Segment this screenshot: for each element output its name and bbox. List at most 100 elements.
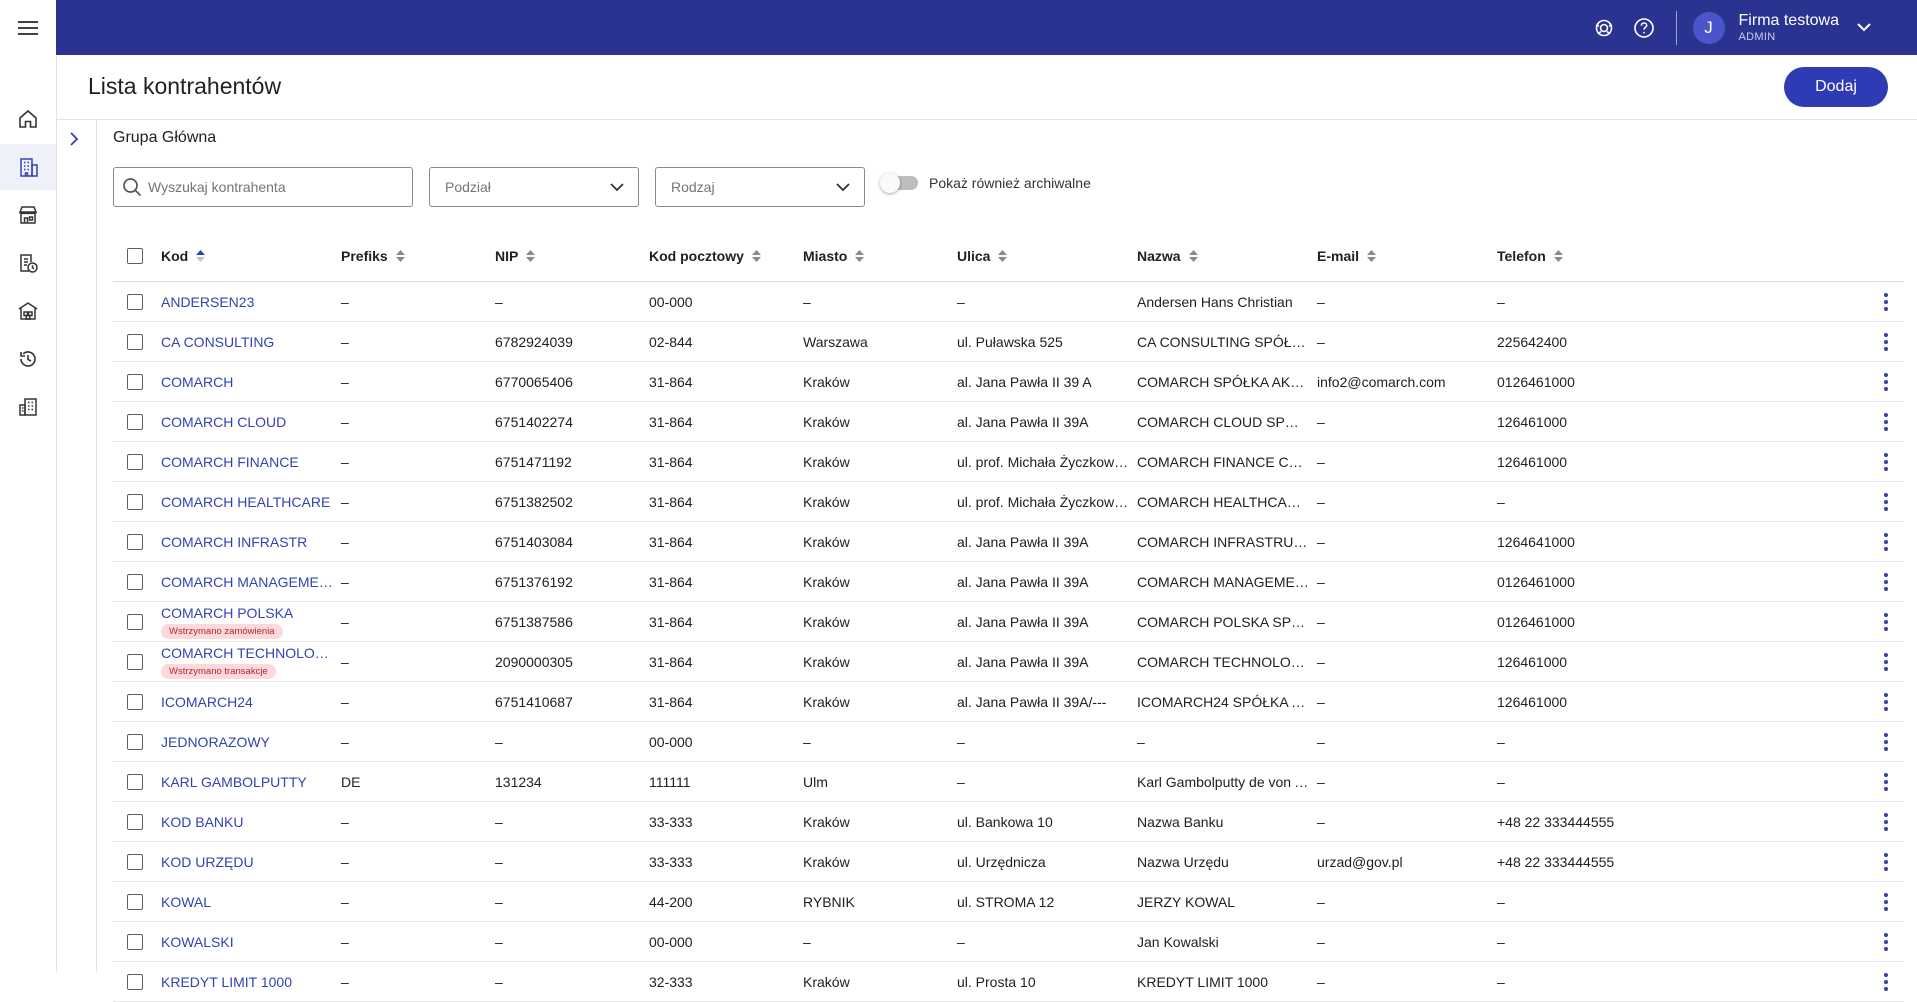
table-row[interactable]: KOD URZĘDU – – 33-333 Kraków ul. Urzędnicza Na… (113, 842, 1904, 882)
sidebar-item-home[interactable] (0, 96, 56, 142)
sort-icon[interactable] (526, 249, 536, 262)
row-checkbox[interactable] (127, 733, 143, 750)
sort-icon[interactable] (1188, 249, 1198, 262)
table-row[interactable]: KOD BANKU – – 33-333 Kraków ul. Bankowa 10 Naz… (113, 802, 1904, 842)
row-checkbox[interactable] (127, 773, 143, 790)
sidebar-item-warehouse[interactable] (0, 288, 56, 334)
sidebar-item-companies[interactable] (0, 384, 56, 430)
row-checkbox[interactable] (127, 293, 143, 310)
contractor-code-link[interactable]: KOD BANKU (161, 813, 244, 830)
row-actions-button[interactable] (1884, 642, 1888, 681)
rodzaj-select[interactable]: Rodzaj (655, 167, 865, 207)
table-row[interactable]: COMARCH MANAGEMENT –6751376192 31-864 Krakó… (113, 562, 1904, 602)
sidebar-item-history[interactable] (0, 336, 56, 382)
row-actions-button[interactable] (1884, 842, 1888, 881)
table-row[interactable]: COMARCH POLSKA Wstrzymano zamówienia – 6751… (113, 602, 1904, 642)
contractor-code-link[interactable]: COMARCH MANAGEMENT (161, 573, 333, 590)
row-checkbox[interactable] (127, 853, 143, 870)
contractor-code-link[interactable]: KREDYT LIMIT 1000 (161, 973, 292, 990)
row-actions-button[interactable] (1884, 402, 1888, 441)
contractor-code-link[interactable]: COMARCH CLOUD (161, 413, 287, 430)
column-header-kod[interactable]: Kod (161, 230, 206, 281)
menu-button[interactable] (0, 0, 56, 55)
row-checkbox[interactable] (127, 613, 143, 630)
sort-icon[interactable] (855, 249, 865, 262)
table-row[interactable]: KOWAL – – 44-200 RYBNIK ul. STROMA 12 JERZY KO… (113, 882, 1904, 922)
row-actions-button[interactable] (1884, 362, 1888, 401)
contractor-code-link[interactable]: CA CONSULTING (161, 333, 275, 350)
company-dropdown-button[interactable] (1857, 23, 1871, 32)
company-switcher[interactable]: Firma testowa ADMIN (1739, 11, 1839, 45)
sidebar-item-contractors[interactable] (0, 144, 56, 190)
select-all-checkbox[interactable] (127, 247, 143, 264)
row-actions-button[interactable] (1884, 442, 1888, 481)
row-checkbox[interactable] (127, 893, 143, 910)
row-actions-button[interactable] (1884, 602, 1888, 641)
table-row[interactable]: ICOMARCH24 – 6751410687 31-864 Kraków al. Jan… (113, 682, 1904, 722)
row-checkbox[interactable] (127, 333, 143, 350)
row-actions-button[interactable] (1884, 562, 1888, 601)
row-checkbox[interactable] (127, 413, 143, 430)
archive-toggle-switch[interactable] (880, 173, 918, 193)
search-field[interactable] (113, 167, 413, 207)
expand-panel-button[interactable] (69, 132, 79, 151)
row-checkbox[interactable] (127, 573, 143, 590)
sidebar-item-documents[interactable] (0, 240, 56, 286)
sort-icon[interactable] (395, 249, 405, 262)
contractor-code-link[interactable]: COMARCH POLSKA (161, 604, 294, 621)
sort-icon[interactable] (751, 249, 761, 262)
table-row[interactable]: COMARCH HEALTHCARE –6751382502 31-864 Krakó… (113, 482, 1904, 522)
row-actions-button[interactable] (1884, 322, 1888, 361)
column-header-kod-pocztowy[interactable]: Kod pocztowy (649, 230, 761, 281)
contractor-code-link[interactable]: ANDERSEN23 (161, 293, 255, 310)
help-button[interactable] (1632, 16, 1656, 40)
row-checkbox[interactable] (127, 693, 143, 710)
row-checkbox[interactable] (127, 453, 143, 470)
podzial-select[interactable]: Podział (429, 167, 639, 207)
table-row[interactable]: COMARCH TECHNOLOGIES Wstrzymano transakcj… (113, 642, 1904, 682)
row-actions-button[interactable] (1884, 282, 1888, 321)
sort-icon[interactable] (1553, 249, 1563, 262)
column-header-miasto[interactable]: Miasto (803, 230, 865, 281)
contractor-code-link[interactable]: KOWALSKI (161, 933, 234, 950)
contractor-code-link[interactable]: KOD URZĘDU (161, 853, 254, 870)
contractor-code-link[interactable]: ICOMARCH24 (161, 693, 253, 710)
contractor-code-link[interactable]: COMARCH (161, 373, 234, 390)
row-actions-button[interactable] (1884, 762, 1888, 801)
row-actions-button[interactable] (1884, 882, 1888, 921)
contractor-code-link[interactable]: COMARCH INFRASTR (161, 533, 308, 550)
row-actions-button[interactable] (1884, 482, 1888, 521)
column-header-nip[interactable]: NIP (495, 230, 536, 281)
row-checkbox[interactable] (127, 493, 143, 510)
column-header-nazwa[interactable]: Nazwa (1137, 230, 1198, 281)
sort-icon[interactable] (1367, 249, 1377, 262)
table-row[interactable]: KOWALSKI – – 00-000 – – Jan Kowalski – – (113, 922, 1904, 962)
row-actions-button[interactable] (1884, 522, 1888, 561)
contractor-code-link[interactable]: JEDNORAZOWY (161, 733, 270, 750)
table-row[interactable]: KREDYT LIMIT 1000 – – 32-333 Kraków ul. Prost… (113, 962, 1904, 1002)
contractor-code-link[interactable]: COMARCH HEALTHCARE (161, 493, 331, 510)
table-row[interactable]: KARL GAMBOLPUTTY DE 131234 111111 Ulm – Karl G… (113, 762, 1904, 802)
table-row[interactable]: COMARCH FINANCE – 6751471192 31-864 Kraków ul… (113, 442, 1904, 482)
table-row[interactable]: COMARCH CLOUD – 6751402274 31-864 Kraków al. … (113, 402, 1904, 442)
row-checkbox[interactable] (127, 973, 143, 990)
avatar[interactable]: J (1692, 11, 1725, 44)
row-actions-button[interactable] (1884, 802, 1888, 841)
sort-icon[interactable] (998, 249, 1008, 262)
contractor-code-link[interactable]: KOWAL (161, 893, 212, 910)
table-row[interactable]: JEDNORAZOWY – – 00-000 – – – – – (113, 722, 1904, 762)
table-row[interactable]: ANDERSEN23 – – 00-000 – – Andersen Hans Christ… (113, 282, 1904, 322)
search-input[interactable] (148, 179, 398, 195)
column-header-email[interactable]: E-mail (1317, 230, 1377, 281)
add-button[interactable]: Dodaj (1784, 67, 1888, 107)
row-actions-button[interactable] (1884, 722, 1888, 761)
contractor-code-link[interactable]: COMARCH FINANCE (161, 453, 299, 470)
table-row[interactable]: COMARCH INFRASTR – 6751403084 31-864 Kraków a… (113, 522, 1904, 562)
row-checkbox[interactable] (127, 373, 143, 390)
row-checkbox[interactable] (127, 653, 143, 670)
table-row[interactable]: COMARCH – 6770065406 31-864 Kraków al. Jana P… (113, 362, 1904, 402)
row-checkbox[interactable] (127, 533, 143, 550)
sort-ascending-icon[interactable] (196, 249, 206, 262)
row-actions-button[interactable] (1884, 962, 1888, 1001)
table-row[interactable]: CA CONSULTING – 6782924039 02-844 Warszawa ul… (113, 322, 1904, 362)
